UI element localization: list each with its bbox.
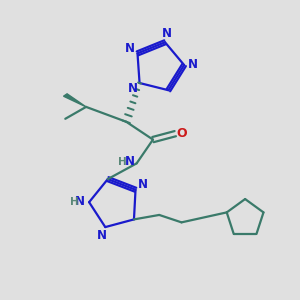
Text: N: N [97, 229, 107, 242]
Text: N: N [125, 42, 135, 55]
Text: H: H [118, 157, 127, 167]
Text: N: N [75, 195, 85, 208]
Text: O: O [176, 127, 187, 140]
Text: H: H [70, 197, 79, 207]
Text: N: N [188, 58, 198, 71]
Text: N: N [125, 155, 135, 168]
Text: N: N [162, 27, 172, 40]
Text: N: N [138, 178, 148, 191]
Text: N: N [128, 82, 138, 95]
Polygon shape [64, 94, 86, 107]
